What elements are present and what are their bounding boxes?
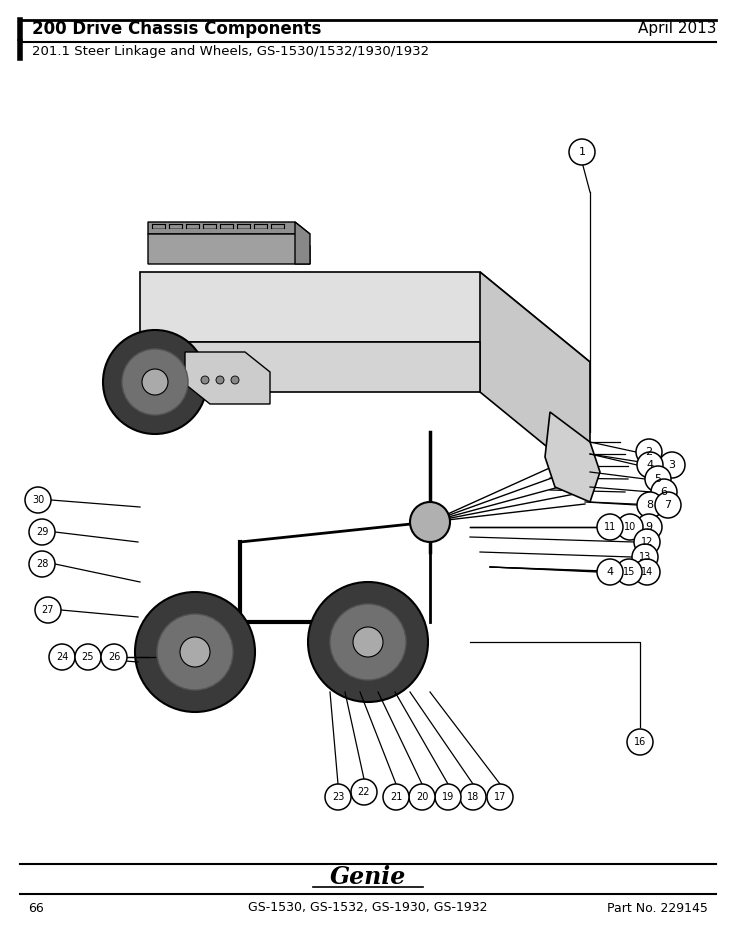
Text: 24: 24	[56, 652, 68, 662]
Text: 201.1 Steer Linkage and Wheels, GS-1530/1532/1930/1932: 201.1 Steer Linkage and Wheels, GS-1530/…	[32, 45, 429, 57]
Circle shape	[25, 487, 51, 513]
Circle shape	[231, 376, 239, 384]
Text: 29: 29	[36, 527, 48, 537]
Text: 200 Drive Chassis Components: 200 Drive Chassis Components	[32, 20, 322, 38]
Polygon shape	[140, 272, 590, 432]
Circle shape	[308, 582, 428, 702]
Text: 17: 17	[494, 792, 506, 802]
Circle shape	[487, 784, 513, 810]
Text: 10: 10	[624, 522, 636, 532]
Polygon shape	[185, 352, 270, 404]
Polygon shape	[148, 222, 310, 234]
Polygon shape	[140, 342, 480, 392]
Circle shape	[597, 514, 623, 540]
Text: 4: 4	[606, 567, 614, 577]
Circle shape	[383, 784, 409, 810]
Text: 11: 11	[604, 522, 616, 532]
Text: 12: 12	[641, 537, 653, 547]
Circle shape	[142, 369, 168, 395]
Circle shape	[597, 559, 623, 585]
Text: April 2013: April 2013	[637, 22, 716, 36]
Text: 28: 28	[36, 559, 48, 569]
Circle shape	[617, 514, 643, 540]
Text: 19: 19	[442, 792, 454, 802]
Circle shape	[632, 544, 658, 570]
Text: 13: 13	[639, 552, 651, 562]
Circle shape	[75, 644, 101, 670]
Text: Genie: Genie	[330, 865, 406, 889]
Circle shape	[35, 597, 61, 623]
Text: 18: 18	[467, 792, 479, 802]
Polygon shape	[148, 234, 310, 264]
Circle shape	[351, 779, 377, 805]
Circle shape	[627, 729, 653, 755]
Circle shape	[330, 604, 406, 680]
Circle shape	[636, 439, 662, 465]
Circle shape	[634, 559, 660, 585]
Circle shape	[180, 637, 210, 667]
Text: 5: 5	[654, 474, 662, 484]
Circle shape	[325, 784, 351, 810]
Circle shape	[637, 452, 663, 478]
Text: 7: 7	[665, 500, 671, 510]
Circle shape	[49, 644, 75, 670]
Text: GS-1530, GS-1532, GS-1930, GS-1932: GS-1530, GS-1532, GS-1930, GS-1932	[248, 902, 488, 915]
Text: 1: 1	[578, 147, 586, 157]
Text: 9: 9	[645, 522, 653, 532]
Text: 21: 21	[390, 792, 402, 802]
Circle shape	[353, 627, 383, 657]
Circle shape	[29, 551, 55, 577]
Circle shape	[569, 139, 595, 165]
Text: 2: 2	[645, 447, 653, 457]
Text: 6: 6	[660, 487, 668, 497]
Text: 15: 15	[623, 567, 635, 577]
Polygon shape	[295, 222, 310, 264]
Circle shape	[636, 514, 662, 540]
Circle shape	[435, 784, 461, 810]
Circle shape	[122, 349, 188, 415]
Text: 3: 3	[668, 460, 676, 470]
Circle shape	[634, 529, 660, 555]
Text: 20: 20	[416, 792, 428, 802]
Text: 26: 26	[107, 652, 120, 662]
Text: 16: 16	[634, 737, 646, 747]
Circle shape	[460, 784, 486, 810]
Text: 4: 4	[646, 460, 654, 470]
Text: 66: 66	[28, 902, 43, 915]
Circle shape	[157, 614, 233, 690]
Circle shape	[103, 330, 207, 434]
Text: Part No. 229145: Part No. 229145	[607, 902, 708, 915]
Circle shape	[655, 492, 681, 518]
Circle shape	[135, 592, 255, 712]
Circle shape	[201, 376, 209, 384]
Circle shape	[637, 492, 663, 518]
Text: 8: 8	[646, 500, 654, 510]
Text: 22: 22	[358, 787, 370, 797]
Circle shape	[616, 559, 642, 585]
Circle shape	[659, 452, 685, 478]
Circle shape	[409, 784, 435, 810]
Text: 23: 23	[332, 792, 344, 802]
Text: 25: 25	[82, 652, 94, 662]
Circle shape	[101, 644, 127, 670]
Text: 27: 27	[42, 605, 54, 615]
Polygon shape	[545, 412, 600, 502]
Circle shape	[216, 376, 224, 384]
Text: 14: 14	[641, 567, 653, 577]
Polygon shape	[480, 272, 590, 482]
Circle shape	[29, 519, 55, 545]
Circle shape	[645, 466, 671, 492]
Text: 30: 30	[32, 495, 44, 505]
Circle shape	[651, 479, 677, 505]
Circle shape	[410, 502, 450, 542]
